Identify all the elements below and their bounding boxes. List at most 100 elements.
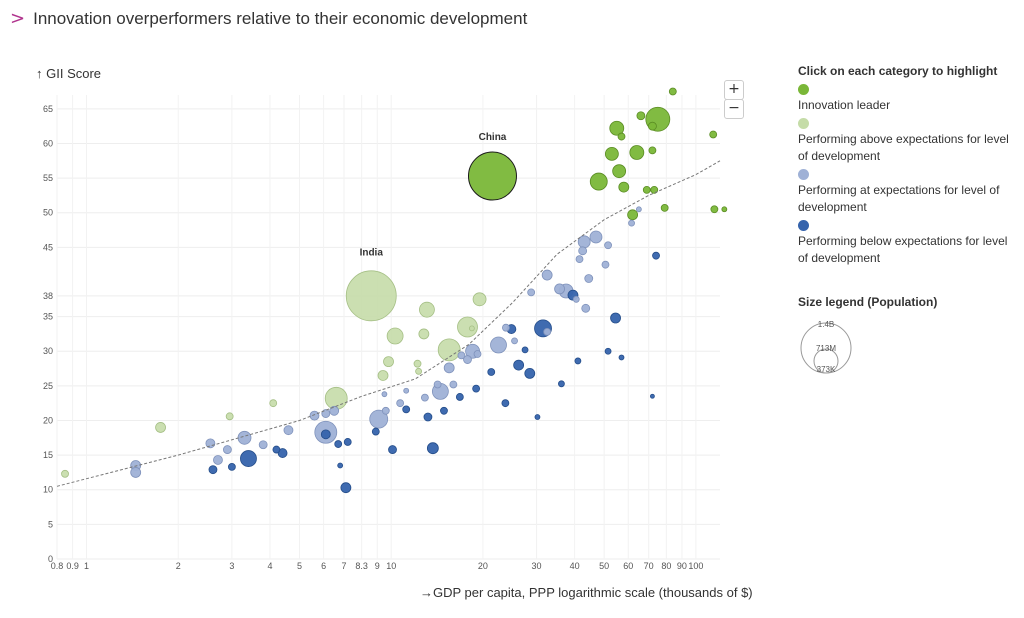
- data-point: [650, 393, 655, 399]
- trend-line: [56, 160, 721, 487]
- data-point: [628, 219, 635, 227]
- data-point: [534, 414, 541, 420]
- data-point: [449, 380, 458, 389]
- data-point: [558, 380, 565, 388]
- data-point: [240, 450, 257, 467]
- data-point: [473, 350, 482, 358]
- x-tick-label: 5: [297, 561, 302, 571]
- zoom-out-button[interactable]: −: [724, 99, 744, 119]
- data-point: [650, 185, 659, 194]
- x-tick-label: 2: [176, 561, 181, 571]
- legend-item-at-expectations[interactable]: Performing at expectations for level of …: [798, 169, 1020, 216]
- data-point: [329, 405, 340, 416]
- zoom-in-button[interactable]: +: [724, 80, 744, 100]
- y-tick-label: 0: [48, 554, 53, 564]
- data-point: [383, 356, 394, 368]
- legend-item-above-expectations[interactable]: Performing above expectations for level …: [798, 118, 1020, 165]
- data-point: [371, 427, 380, 436]
- data-point: [584, 274, 594, 283]
- x-tick-label: 40: [570, 561, 580, 571]
- y-tick-label: 65: [43, 104, 53, 114]
- data-point: [381, 406, 390, 415]
- legend-title: Click on each category to highlight: [798, 64, 998, 78]
- data-point: [208, 465, 218, 475]
- x-tick-label: 0.8: [51, 561, 64, 571]
- data-point: [396, 399, 405, 408]
- x-tick-label: 7: [341, 561, 346, 571]
- y-tick-label: 10: [43, 485, 53, 495]
- chart-header: > Innovation overperformers relative to …: [10, 8, 527, 29]
- x-tick-label: 30: [532, 561, 542, 571]
- legend-item-innovation-leader[interactable]: Innovation leader: [798, 84, 1020, 114]
- data-point: [343, 438, 352, 446]
- data-point: [472, 292, 487, 307]
- data-point: [258, 440, 268, 450]
- legend-item-below-expectations[interactable]: Performing below expectations for level …: [798, 220, 1020, 267]
- data-point: [468, 325, 475, 332]
- data-point: [521, 346, 529, 354]
- right-arrow-icon: →: [420, 585, 433, 600]
- data-point: [668, 87, 677, 96]
- data-point: [155, 422, 166, 433]
- data-point: [604, 241, 612, 250]
- size-legend: 1.4B 713M 373K: [800, 320, 852, 374]
- y-tick-label: 55: [43, 173, 53, 183]
- data-point: [601, 260, 610, 269]
- data-point: [648, 146, 657, 155]
- data-point: [652, 251, 660, 260]
- x-tick-label: 90: [677, 561, 687, 571]
- data-point: [575, 255, 584, 264]
- data-point-china: [467, 151, 517, 201]
- data-point: [527, 288, 536, 297]
- data-point: [710, 205, 719, 214]
- data-point: [618, 354, 625, 361]
- x-tick-label: 4: [267, 561, 272, 571]
- data-point: [627, 209, 639, 221]
- y-tick-label: 38: [43, 291, 53, 301]
- data-point: [223, 445, 232, 454]
- data-point: [511, 337, 518, 345]
- data-point: [402, 405, 411, 414]
- y-axis-label-text: GII Score: [46, 66, 101, 81]
- data-point: [413, 359, 422, 368]
- data-point: [501, 399, 510, 408]
- x-tick-label: 3: [229, 561, 234, 571]
- data-point: [490, 336, 507, 354]
- x-tick-label: 9: [375, 561, 380, 571]
- data-point: [543, 327, 552, 336]
- x-tick-label: 20: [478, 561, 488, 571]
- data-point: [381, 391, 388, 398]
- x-tick-label: 0.9: [66, 561, 79, 571]
- data-point: [709, 130, 718, 139]
- data-point: [388, 445, 397, 454]
- data-point: [386, 327, 404, 345]
- size-legend-label-small: 373K: [817, 365, 836, 374]
- data-point: [513, 359, 525, 371]
- y-tick-label: 30: [43, 346, 53, 356]
- data-point: [320, 429, 331, 440]
- x-tick-label: 8.3: [355, 561, 368, 571]
- data-point: [369, 409, 389, 429]
- data-point: [237, 430, 252, 445]
- legend-swatch: [798, 118, 809, 129]
- data-point: [440, 406, 448, 415]
- data-point: [604, 347, 612, 355]
- data-point: [225, 412, 234, 421]
- y-tick-label: 15: [43, 450, 53, 460]
- x-tick-label: 80: [661, 561, 671, 571]
- data-point: [635, 206, 642, 213]
- x-tick-label: 10: [386, 561, 396, 571]
- data-point: [227, 462, 236, 471]
- data-point: [443, 362, 455, 374]
- up-arrow-icon: ↑: [36, 66, 46, 81]
- data-point: [541, 269, 553, 281]
- chevron-icon[interactable]: >: [10, 8, 26, 29]
- legend-label: Innovation leader: [798, 98, 891, 112]
- data-point: [589, 230, 603, 244]
- data-point: [61, 469, 69, 478]
- x-tick-label: 60: [623, 561, 633, 571]
- page-title: Innovation overperformers relative to th…: [33, 8, 528, 28]
- data-point: [309, 410, 320, 421]
- x-tick-label: 100: [688, 561, 703, 571]
